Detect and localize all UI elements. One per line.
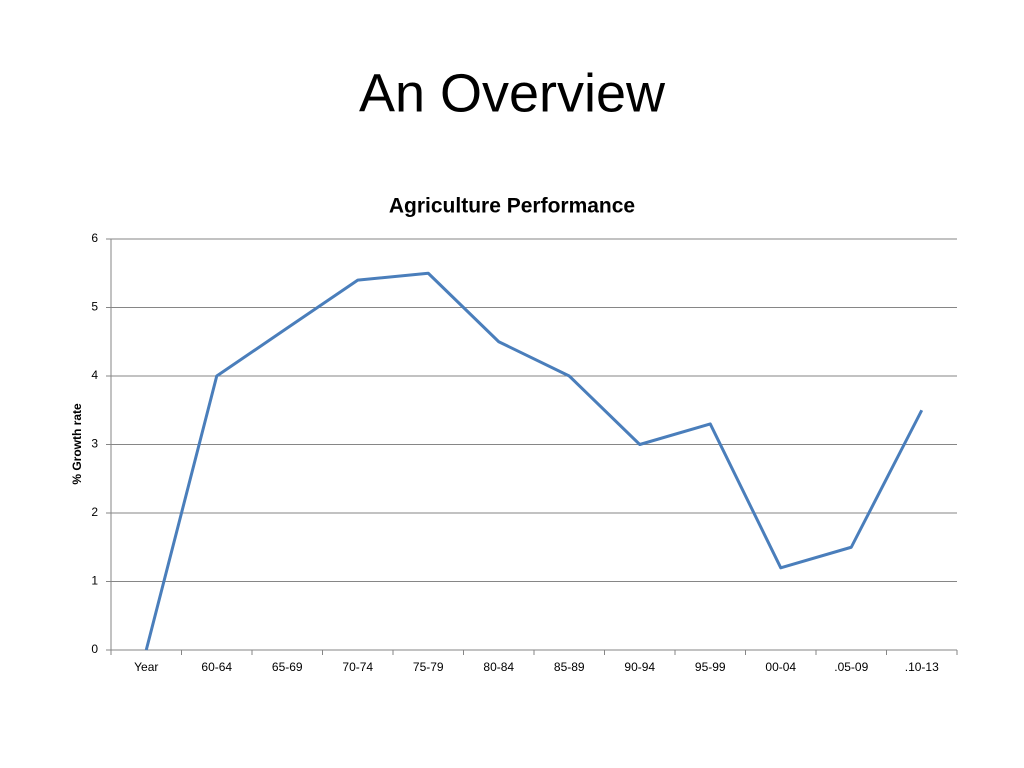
y-tick-label: 0 [91, 642, 98, 656]
y-tick-label: 6 [91, 231, 98, 245]
x-tick-label: Year [134, 660, 158, 674]
x-tick-label: 60-64 [201, 660, 232, 674]
chart-title: Agriculture Performance [389, 195, 635, 218]
y-axis-label: % Growth rate [70, 403, 84, 485]
x-tick-label: 95-99 [695, 660, 726, 674]
data-line [144, 271, 924, 651]
slide-title: An Overview [359, 63, 666, 123]
x-tick-label: .05-09 [834, 660, 868, 674]
x-tick-label: 80-84 [483, 660, 514, 674]
y-tick-label: 2 [91, 505, 98, 519]
x-tick-label: 90-94 [624, 660, 655, 674]
x-tick-label: 85-89 [554, 660, 585, 674]
x-tick-label: 75-79 [413, 660, 444, 674]
x-tick-label: .10-13 [905, 660, 939, 674]
x-tick-label: 00-04 [765, 660, 796, 674]
y-tick-label: 1 [91, 574, 98, 588]
x-tick-label: 70-74 [342, 660, 373, 674]
x-tick-label: 65-69 [272, 660, 303, 674]
y-tick-label: 5 [91, 300, 98, 314]
y-tick-label: 4 [91, 368, 98, 382]
y-tick-label: 3 [91, 437, 98, 451]
